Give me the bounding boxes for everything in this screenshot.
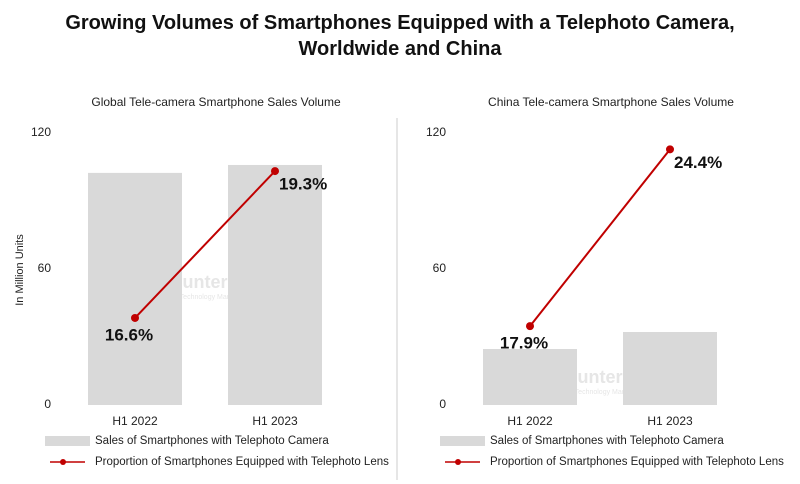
line-marker (131, 313, 139, 322)
y-axis-label: In Million Units (14, 234, 26, 306)
x-tick-label: H1 2022 (507, 414, 553, 428)
y-tick-label: 0 (439, 397, 446, 411)
x-tick-label: H1 2022 (112, 414, 158, 428)
data-label: 19.3% (279, 175, 327, 194)
legend-label: Proportion of Smartphones Equipped with … (95, 456, 389, 468)
y-tick-label: 60 (38, 261, 52, 275)
bar (228, 164, 322, 405)
x-tick-label: H1 2023 (252, 414, 298, 428)
bar (483, 349, 577, 405)
line-marker (271, 167, 279, 176)
line-marker (666, 145, 674, 154)
watermark-subtitle: Technology Market Research (575, 389, 666, 396)
y-tick-label: 60 (433, 261, 447, 275)
bar (623, 332, 717, 405)
data-label: 17.9% (500, 334, 548, 353)
page-title: Growing Volumes of Smartphones Equipped … (65, 12, 735, 60)
legend-label: Sales of Smartphones with Telephoto Came… (95, 435, 329, 447)
data-label: 16.6% (105, 325, 153, 344)
legend-marker (455, 459, 461, 465)
y-tick-label: 120 (426, 125, 446, 139)
chart-title: Global Tele-camera Smartphone Sales Volu… (91, 95, 341, 109)
data-label: 24.4% (674, 153, 722, 172)
line (134, 170, 276, 319)
legend-swatch (440, 436, 485, 446)
legend-label: Proportion of Smartphones Equipped with … (490, 456, 784, 468)
y-tick-label: 0 (44, 397, 51, 411)
chart-title: China Tele-camera Smartphone Sales Volum… (488, 95, 734, 109)
x-tick-label: H1 2023 (647, 414, 693, 428)
legend-marker (60, 459, 66, 465)
watermark-subtitle: Technology Market Research (180, 294, 271, 301)
line (529, 148, 671, 327)
bar (88, 172, 182, 405)
legend-swatch (45, 436, 90, 446)
line-marker (526, 322, 534, 331)
legend-label: Sales of Smartphones with Telephoto Came… (490, 435, 724, 447)
y-tick-label: 120 (31, 125, 51, 139)
